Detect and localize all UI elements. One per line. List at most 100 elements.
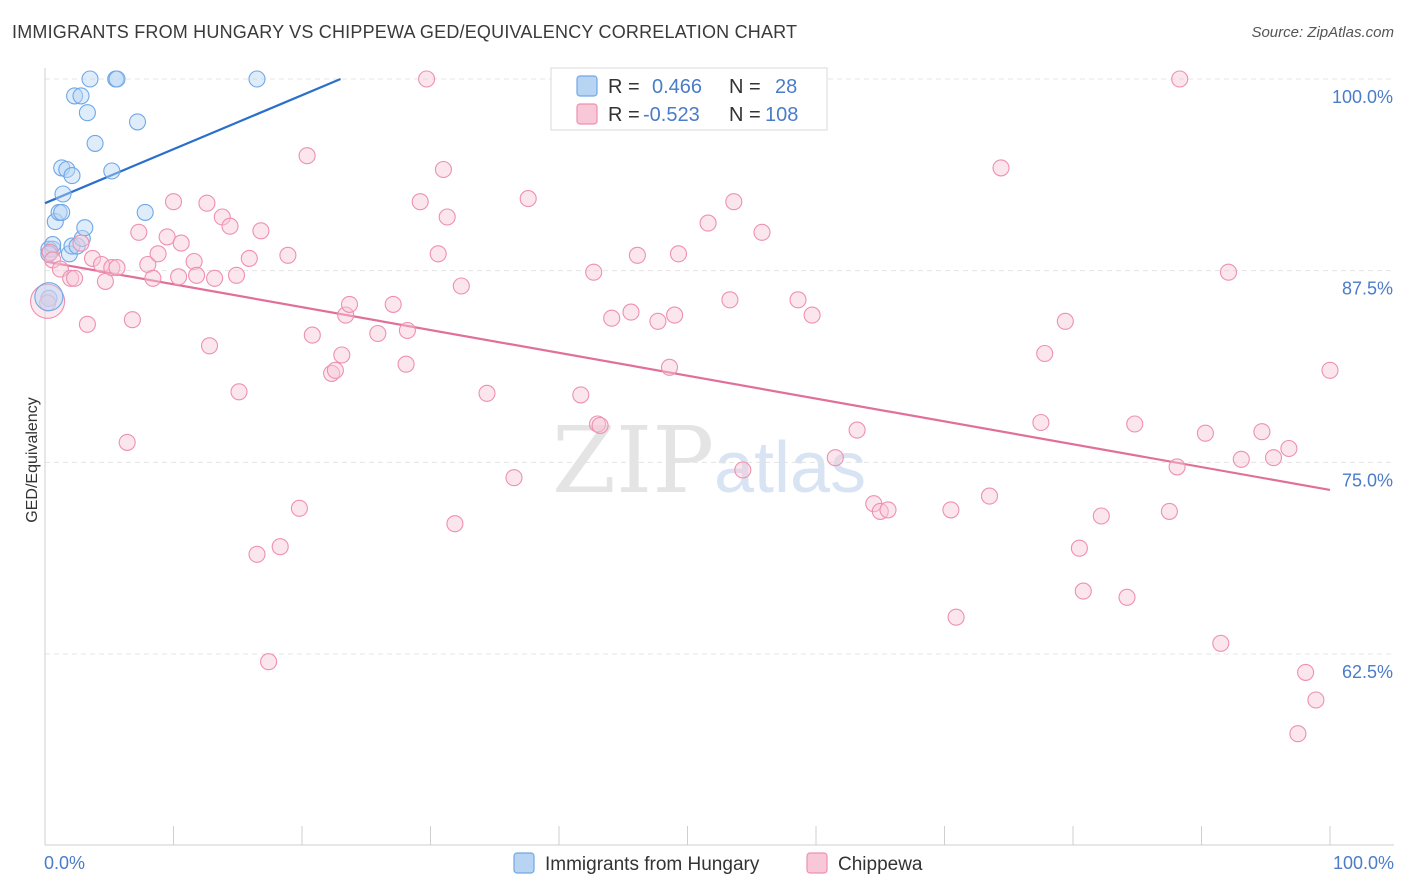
hungary-point-6 [53,203,71,221]
chippewa-point-12 [108,259,126,277]
chippewa-point-6 [72,234,90,252]
chippewa-point-10 [96,272,114,290]
hungary-point-20 [86,134,104,152]
source-credit: Source: ZipAtlas.com [1251,24,1394,41]
hungary-point-8 [54,185,72,203]
legend-swatch-chippewa [576,103,598,125]
chippewa-point-42 [326,361,344,379]
y-tick-label-0: 100.0% [1332,87,1393,107]
y-tick-label-1: 87.5% [1342,279,1393,299]
chippewa-point-84 [947,608,965,626]
chippewa-point-48 [397,355,415,373]
hungary-trend-line [44,77,341,205]
chippewa-point-29 [221,217,239,235]
chippewa-point-21 [170,268,188,286]
chippewa-point-98 [1196,424,1214,442]
chippewa-point-35 [260,653,278,671]
hungary-point-18 [78,104,96,122]
chippewa-point-107 [1307,691,1325,709]
chippewa-point-51 [418,70,436,88]
chippewa-point-37 [279,246,297,264]
chippewa-point-11 [103,259,121,277]
chippewa-point-93 [1118,588,1136,606]
chippewa-point-54 [438,208,456,226]
legend-n-value-hungary: 28 [775,76,797,98]
x-tick-label-min: 0.0% [44,853,85,873]
trend-lines [44,77,1331,492]
chippewa-point-39 [298,147,316,165]
y-tick-label-3: 62.5% [1342,662,1393,682]
legend-n-value-chippewa: 108 [765,104,798,126]
x-tick-label-max: 100.0% [1333,853,1394,873]
legend-r-value-hungary: 0.466 [652,76,702,98]
hungary-large-point [34,282,64,312]
chippewa-point-31 [230,383,248,401]
y-axis-title: GED/Equivalency [24,397,41,522]
chippewa-point-62 [588,415,607,433]
bottom-legend-label-chippewa: Chippewa [838,854,923,875]
chippewa-point-68 [660,358,679,376]
chippewa-point-96 [1168,458,1186,476]
chippewa-point-27 [206,269,224,287]
chart-title: IMMIGRANTS FROM HUNGARY VS CHIPPEWA GED/… [12,22,798,42]
chippewa-point-53 [434,160,452,179]
legend-r-label-hungary: R = [608,76,640,98]
chippewa-point-106 [1297,663,1315,681]
chippewa-point-92 [1092,507,1110,525]
chippewa-point-66 [628,246,646,264]
chippewa-point-89 [1056,312,1074,330]
chippewa-point-108 [1321,361,1339,379]
bottom-legend-label-hungary: Immigrants from Hungary [545,854,760,875]
chippewa-point-73 [725,193,743,211]
chippewa-point-26 [200,337,219,355]
chippewa-large-point [30,283,66,319]
chippewa-point-61 [585,263,603,281]
legend-r-label-chippewa: R = [608,104,640,126]
chippewa-point-69 [666,306,684,324]
hungary-point-15 [72,87,90,105]
chippewa-point-78 [826,449,844,467]
chippewa-point-104 [1280,439,1298,458]
watermark-zip: ZIP [552,407,714,514]
chippewa-point-24 [188,266,206,284]
chippewa-point-65 [622,303,640,321]
chippewa-point-30 [227,266,246,284]
legend-r-value-chippewa: -0.523 [643,104,700,126]
chippewa-point-102 [1253,423,1271,441]
chippewa-point-33 [248,545,266,563]
chippewa-point-63 [591,416,609,435]
chippewa-point-88 [1036,344,1054,363]
chippewa-point-45 [340,295,359,313]
chippewa-point-34 [252,222,270,240]
stats-legend: R = 0.466 N = 28 R = -0.523 N = 108 [550,67,828,131]
chippewa-point-40 [303,326,321,344]
hungary-point-25 [136,203,154,221]
chippewa-point-38 [290,499,308,517]
chippewa-point-5 [66,269,84,287]
chippewa-point-101 [1232,450,1250,468]
chippewa-point-14 [123,311,141,329]
chippewa-point-49 [398,321,416,340]
chippewa-point-20 [164,193,183,211]
chippewa-point-83 [942,501,960,519]
chippewa-point-82 [879,501,897,519]
legend-n-label-chippewa: N = [729,104,761,126]
chippewa-point-99 [1212,634,1230,652]
chippewa-point-18 [149,245,167,263]
chippewa-point-44 [337,306,355,324]
grid-lines [45,78,1394,655]
chippewa-point-71 [699,214,717,232]
chippewa-point-64 [603,309,621,327]
chippewa-point-105 [1289,725,1307,743]
chippewa-point-77 [803,306,821,324]
legend-swatch-hungary [576,75,598,97]
hungary-point-11 [63,167,81,185]
chippewa-point-47 [384,295,402,313]
chippewa-point-50 [411,193,429,211]
chippewa-point-8 [83,249,102,267]
hungary-point-4 [46,213,64,231]
hungary-point-19 [81,70,99,88]
bottom-legend-swatch-chippewa [806,852,828,874]
chippewa-point-91 [1074,582,1092,600]
chippewa-point-4 [62,269,80,287]
